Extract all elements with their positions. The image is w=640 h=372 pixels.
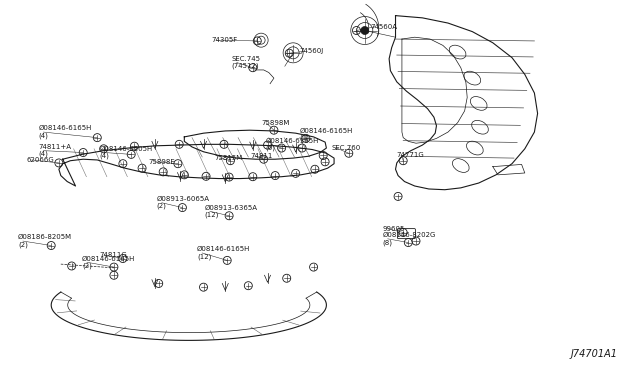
Text: Ø08913-6365A
(12): Ø08913-6365A (12) xyxy=(205,205,258,218)
Text: Ø08146-6165H
(12): Ø08146-6165H (12) xyxy=(197,246,250,260)
Text: 75898E: 75898E xyxy=(148,159,175,165)
Text: 74560J: 74560J xyxy=(300,48,324,54)
Text: 75898M: 75898M xyxy=(261,120,289,126)
Text: SEC.745
(74512): SEC.745 (74512) xyxy=(232,56,260,69)
Text: Ø08146-6165H
(4): Ø08146-6165H (4) xyxy=(38,125,92,139)
Text: Ø08913-6065A
(2): Ø08913-6065A (2) xyxy=(157,196,210,209)
Text: 62066G: 62066G xyxy=(27,157,54,163)
Text: 74811+A
(4): 74811+A (4) xyxy=(38,144,72,157)
Text: J74701A1: J74701A1 xyxy=(571,349,618,359)
Text: Ø08146-6205H
(4): Ø08146-6205H (4) xyxy=(99,146,152,159)
Text: Ø08146-6165H
(2): Ø08146-6165H (2) xyxy=(82,256,135,269)
Text: 74560A: 74560A xyxy=(370,24,397,30)
Text: SEC.760: SEC.760 xyxy=(332,145,361,151)
Text: 74305F: 74305F xyxy=(211,37,237,43)
Text: 99605: 99605 xyxy=(383,226,405,232)
Text: Ø08146-8202G
(8): Ø08146-8202G (8) xyxy=(383,232,436,246)
Text: 75815M: 75815M xyxy=(214,155,243,161)
Text: Ø08146-6165H
(1): Ø08146-6165H (1) xyxy=(300,128,353,141)
Text: Ø08186-8205M
(2): Ø08186-8205M (2) xyxy=(18,234,72,248)
Circle shape xyxy=(361,26,369,35)
Text: 74771G: 74771G xyxy=(397,153,424,158)
Text: 74811: 74811 xyxy=(251,153,273,159)
Text: 74811G: 74811G xyxy=(99,252,127,258)
Text: Ø08146-6165H
(6): Ø08146-6165H (6) xyxy=(266,138,319,151)
